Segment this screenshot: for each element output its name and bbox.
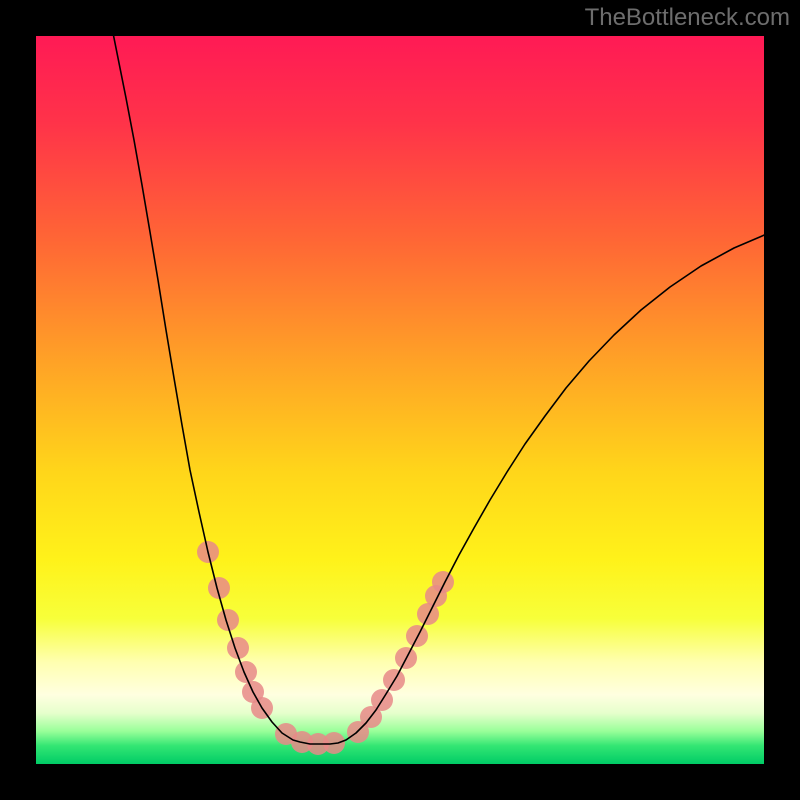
plot-gradient-background bbox=[36, 36, 764, 764]
watermark-text: TheBottleneck.com bbox=[585, 4, 790, 32]
chart-stage: TheBottleneck.com bbox=[0, 0, 800, 800]
